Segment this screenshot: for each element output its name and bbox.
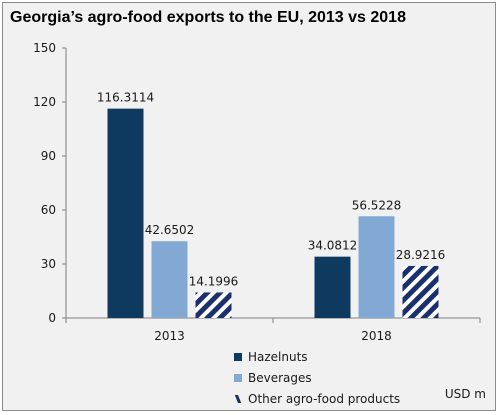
bar-value-label: 34.0812	[308, 239, 358, 253]
bar	[151, 241, 188, 318]
bar-value-label: 116.3114	[97, 91, 154, 105]
bar	[107, 108, 144, 318]
y-tick-label: 0	[48, 311, 56, 325]
bar-value-label: 42.6502	[145, 223, 195, 237]
bar	[195, 292, 232, 318]
bar	[314, 256, 351, 318]
unit-label: USD m	[444, 387, 486, 401]
bar	[358, 216, 395, 318]
legend-item-beverages: Beverages	[234, 368, 400, 387]
bar-value-label: 14.1996	[189, 274, 239, 288]
legend-swatch-beverages	[234, 373, 242, 382]
x-tick-label: 2018	[361, 329, 392, 343]
legend: Hazelnuts Beverages Other agro-food prod…	[234, 347, 400, 410]
legend-item-hazelnuts: Hazelnuts	[234, 347, 400, 366]
legend-label-other: Other agro-food products	[248, 391, 401, 406]
legend-label-hazelnuts: Hazelnuts	[248, 349, 308, 364]
x-tick-label: 2013	[154, 329, 185, 343]
legend-label-beverages: Beverages	[248, 370, 312, 385]
bar	[402, 265, 439, 318]
bar-value-label: 56.5228	[352, 198, 402, 212]
legend-item-other: Other agro-food products	[234, 389, 400, 408]
y-tick-label: 90	[41, 149, 56, 163]
y-tick-label: 120	[33, 95, 56, 109]
chart-title: Georgia’s agro-food exports to the EU, 2…	[10, 9, 406, 26]
y-tick-label: 150	[33, 41, 56, 55]
y-tick-label: 60	[41, 203, 56, 217]
legend-swatch-hazelnuts	[234, 352, 242, 361]
chart-frame	[2, 2, 496, 411]
legend-swatch-other	[234, 394, 242, 403]
bar-value-label: 28.9216	[396, 248, 446, 262]
y-tick-label: 30	[41, 257, 56, 271]
